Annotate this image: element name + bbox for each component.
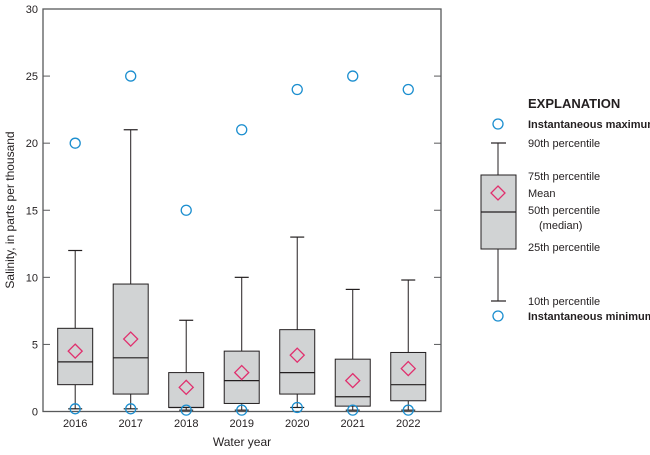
legend-p90-label: 90th percentile — [528, 138, 600, 150]
legend-p50-sub-label: (median) — [539, 220, 582, 232]
legend-mean-label: Mean — [528, 188, 556, 200]
x-tick-label: 2017 — [118, 418, 142, 430]
legend-p10-label: 10th percentile — [528, 296, 600, 308]
box-2022 — [390, 83, 427, 416]
legend-max-label: Instantaneous maximum — [528, 119, 650, 131]
x-tick-label: 2019 — [229, 418, 253, 430]
instantaneous-max-marker — [180, 204, 192, 216]
mean-marker — [400, 360, 417, 377]
plot-marks — [57, 70, 427, 416]
iqr-box — [390, 351, 427, 402]
instantaneous-min-marker — [402, 404, 414, 416]
x-tick-label: 2016 — [63, 418, 87, 430]
legend-p50-label: 50th percentile — [528, 205, 600, 217]
instantaneous-max-marker — [236, 124, 248, 136]
legend-p25-label: 25th percentile — [528, 242, 600, 254]
legend-mean-marker — [490, 185, 506, 201]
x-tick-label: 2021 — [340, 418, 364, 430]
legend-min-label: Instantaneous minimum — [528, 311, 650, 323]
y-tick-label: 25 — [26, 71, 38, 83]
axes: 0 5 10 15 20 25 30 2016 2017 2018 2019 2020 2021 2022 — [26, 4, 442, 430]
x-tick-label: 2022 — [396, 418, 420, 430]
legend-title: EXPLANATION — [528, 96, 620, 111]
instantaneous-min-marker — [236, 404, 248, 416]
iqr-box — [279, 329, 316, 395]
box-2017 — [112, 70, 149, 415]
iqr-box — [112, 283, 149, 395]
mean-marker — [178, 379, 195, 396]
mean-marker — [233, 364, 250, 381]
legend: EXPLANATION Instantaneous maximum 90th p… — [480, 96, 650, 323]
box-2018 — [168, 204, 205, 416]
instantaneous-max-marker — [291, 83, 303, 96]
instantaneous-min-marker — [291, 401, 303, 414]
box-2016 — [57, 137, 94, 415]
instantaneous-min-marker — [125, 403, 137, 415]
iqr-box — [168, 372, 205, 408]
y-axis-label: Salinity, in parts per thousand — [3, 131, 17, 288]
instantaneous-min-marker — [69, 403, 81, 415]
legend-max-marker — [492, 118, 504, 130]
mean-marker — [67, 343, 84, 360]
instantaneous-min-marker — [347, 404, 359, 416]
mean-marker — [289, 347, 306, 364]
instantaneous-min-marker — [180, 404, 192, 416]
box-2021 — [334, 70, 371, 416]
iqr-box — [223, 350, 260, 404]
y-tick-label: 10 — [26, 272, 38, 284]
x-tick-label: 2020 — [285, 418, 309, 430]
iqr-box — [57, 327, 94, 386]
y-tick-label: 30 — [26, 4, 38, 16]
legend-p75-label: 75th percentile — [528, 171, 600, 183]
iqr-box — [334, 358, 371, 407]
instantaneous-max-marker — [347, 70, 359, 82]
y-tick-label: 15 — [26, 205, 38, 217]
instantaneous-max-marker — [125, 70, 137, 82]
x-tick-label: 2018 — [174, 418, 198, 430]
y-tick-label: 20 — [26, 138, 38, 150]
box-2019 — [223, 124, 260, 416]
x-axis-label: Water year — [213, 435, 271, 449]
instantaneous-max-marker — [402, 83, 414, 96]
y-tick-label: 5 — [32, 339, 38, 351]
box-2020 — [279, 83, 316, 414]
mean-marker — [344, 372, 361, 389]
instantaneous-max-marker — [69, 137, 81, 149]
mean-marker — [122, 331, 139, 347]
y-tick-label: 0 — [32, 407, 38, 419]
legend-min-marker — [492, 310, 504, 322]
